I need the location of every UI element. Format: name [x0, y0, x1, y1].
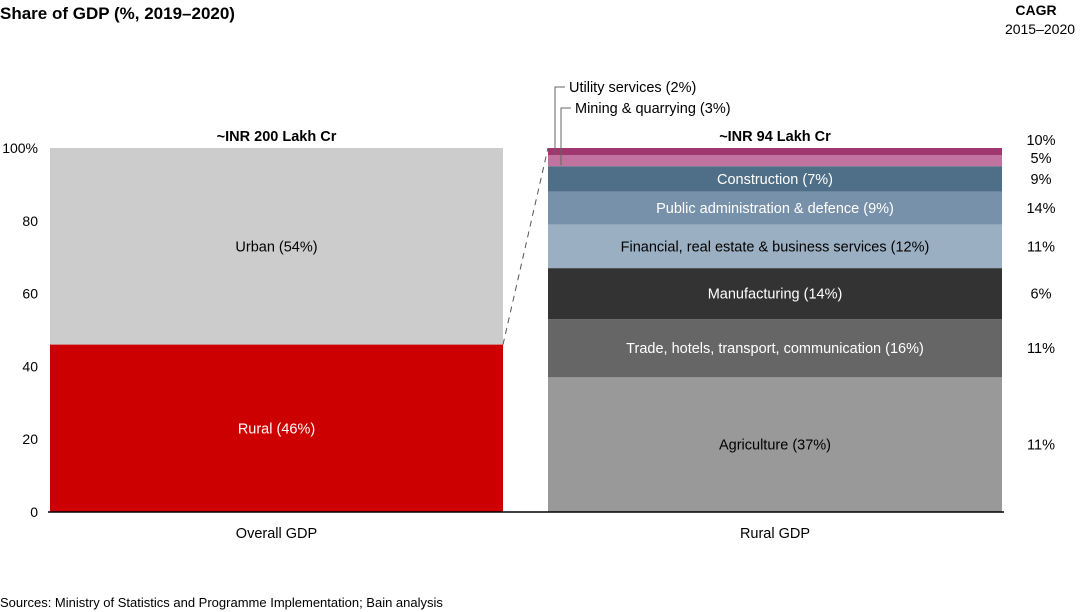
cagr-label: 11% — [1027, 239, 1055, 255]
callout-leader-line — [554, 86, 565, 155]
y-tick-label: 20 — [22, 431, 38, 447]
segment-label: Manufacturing (14%) — [708, 287, 843, 303]
y-tick-label: 80 — [22, 213, 38, 229]
cagr-header-2: 2015–2020 — [1005, 21, 1075, 37]
cagr-label: 14% — [1026, 201, 1055, 217]
segment-label: Urban (54%) — [235, 239, 317, 255]
cagr-label: 10% — [1026, 133, 1055, 149]
callout-label: Utility services (2%) — [569, 80, 696, 96]
bar-segment — [548, 319, 1002, 378]
cagr-label: 6% — [1031, 287, 1052, 303]
bar-segment — [548, 155, 1002, 167]
segment-label: Agriculture (37%) — [719, 438, 831, 454]
chart-title: Share of GDP (%, 2019–2020) — [0, 4, 235, 23]
bar-total-label: ~INR 200 Lakh Cr — [217, 129, 337, 145]
callout-leader-line — [560, 107, 571, 166]
y-tick-label: 100% — [2, 140, 38, 156]
bar-total-label: ~INR 94 Lakh Cr — [719, 129, 831, 145]
bar-segment — [50, 148, 503, 345]
segment-label: Financial, real estate & business servic… — [621, 239, 930, 255]
y-tick-label: 0 — [30, 504, 38, 520]
callout-label: Mining & quarrying (3%) — [575, 101, 731, 117]
cagr-label: 5% — [1031, 151, 1052, 167]
cagr-label: 11% — [1027, 438, 1055, 454]
sources-footnote: Sources: Ministry of Statistics and Prog… — [0, 595, 443, 610]
bar-segment — [548, 148, 1002, 156]
x-tick-label: Overall GDP — [236, 526, 317, 542]
segment-label: Public administration & defence (9%) — [656, 201, 894, 217]
cagr-label: 9% — [1031, 172, 1052, 188]
segment-label: Rural (46%) — [238, 421, 315, 437]
bar-segment — [548, 166, 1002, 192]
bar-segment — [548, 377, 1002, 512]
segment-label: Trade, hotels, transport, communication … — [626, 341, 924, 357]
cagr-label: 11% — [1027, 341, 1055, 357]
connector-line — [502, 147, 549, 345]
y-tick-label: 60 — [22, 286, 38, 302]
x-tick-label: Rural GDP — [740, 526, 810, 542]
y-tick-label: 40 — [22, 358, 38, 374]
bar-segment — [548, 191, 1002, 225]
bar-segment — [548, 268, 1002, 320]
bar-segment — [50, 344, 503, 512]
bar-segment — [548, 224, 1002, 269]
cagr-header-1: CAGR — [1015, 2, 1056, 18]
segment-label: Construction (7%) — [717, 172, 833, 188]
